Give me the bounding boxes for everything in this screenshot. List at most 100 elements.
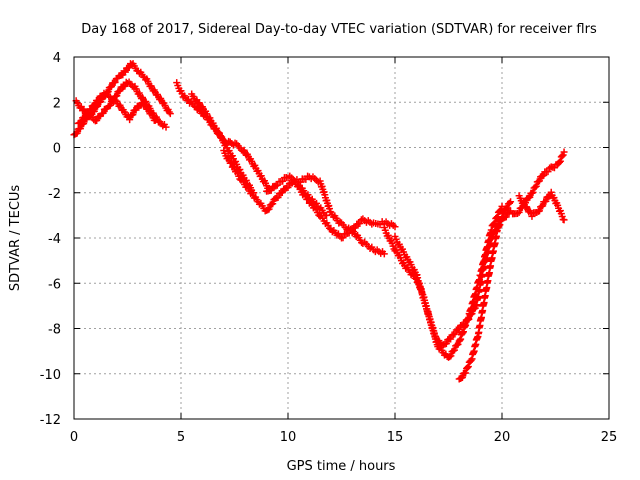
data-point [303, 195, 311, 203]
x-axis-label: GPS time / hours [287, 459, 396, 474]
y-tick-label: -6 [48, 277, 61, 292]
data-point [274, 194, 282, 202]
data-point [91, 101, 99, 109]
data-point [129, 111, 137, 119]
data-point [272, 182, 280, 190]
data-point [166, 110, 174, 118]
x-tick-label: 15 [387, 430, 404, 445]
data-point [535, 207, 543, 215]
data-point [116, 87, 124, 95]
data-point [555, 158, 563, 166]
data-point [269, 200, 277, 208]
x-tick-label: 10 [280, 430, 297, 445]
data-point [503, 204, 511, 212]
data-point [162, 123, 170, 131]
data-point [515, 208, 523, 216]
data-point [447, 352, 455, 360]
data-point [273, 181, 281, 189]
data-point [505, 199, 513, 207]
data-point [356, 219, 364, 227]
data-point [540, 171, 548, 179]
data-point [257, 172, 265, 180]
y-tick-label: 2 [53, 96, 61, 111]
data-point [107, 83, 115, 91]
data-point [494, 213, 502, 221]
data-point [464, 363, 472, 371]
y-tick-label: -10 [40, 368, 61, 383]
data-point [454, 340, 462, 348]
plot-area [70, 60, 568, 383]
data-point [165, 108, 173, 116]
data-point [99, 109, 107, 117]
data-point [93, 116, 101, 124]
data-point [442, 340, 450, 348]
y-tick-label: 4 [53, 51, 61, 66]
data-point [450, 346, 458, 354]
data-point [458, 374, 466, 382]
data-point [539, 202, 547, 210]
x-tick-label: 5 [177, 430, 185, 445]
data-point [132, 106, 140, 114]
data-point [151, 116, 159, 124]
data-point [95, 96, 103, 104]
data-point [73, 129, 81, 137]
data-point [339, 234, 347, 242]
data-point [391, 223, 399, 231]
y-axis-label: SDTVAR / TECUs [8, 185, 23, 292]
data-point [284, 183, 292, 191]
data-point [267, 186, 275, 194]
data-point [532, 182, 540, 190]
data-point [491, 219, 499, 227]
data-point [357, 216, 365, 224]
plot-frame [73, 56, 610, 420]
data-point [77, 118, 85, 126]
data-point [126, 116, 134, 124]
data-point [447, 335, 455, 343]
data-point [560, 216, 568, 224]
data-point [556, 157, 564, 165]
data-point [507, 198, 515, 206]
data-point [455, 326, 463, 333]
data-point [345, 229, 353, 237]
data-point [558, 152, 566, 160]
data-point [76, 125, 84, 133]
series-track-k [455, 198, 515, 383]
data-point [528, 189, 536, 197]
series-track-g [263, 172, 388, 258]
data-point [380, 250, 388, 258]
series-track-h [295, 183, 399, 242]
data-point [529, 188, 537, 196]
data-point [490, 220, 498, 228]
y-tick-label: -8 [48, 323, 61, 338]
data-point [542, 197, 550, 205]
data-point [111, 78, 119, 86]
data-point [90, 107, 98, 115]
data-point [526, 193, 534, 201]
data-point [212, 124, 220, 132]
series-track-a [70, 60, 174, 139]
data-point [87, 106, 95, 114]
data-point [502, 213, 510, 221]
series-track-m [515, 188, 568, 224]
x-tick-label: 25 [601, 430, 618, 445]
data-point [304, 195, 312, 203]
data-point [451, 330, 459, 338]
data-point [121, 68, 129, 76]
y-tick-label: 0 [53, 142, 61, 157]
series-track-i [380, 207, 515, 350]
data-point [528, 212, 536, 220]
data-point [446, 353, 454, 361]
x-tick-label: 20 [494, 430, 511, 445]
data-point [81, 113, 89, 121]
series-track-c [74, 89, 159, 127]
data-point [531, 183, 539, 191]
series-track-e [188, 90, 273, 192]
y-tick-label: -4 [48, 232, 61, 247]
series-track-l [509, 148, 568, 218]
series-track-f [220, 147, 331, 219]
data-point [544, 168, 552, 176]
data-point [463, 364, 471, 372]
data-point [453, 341, 461, 349]
data-point [462, 369, 470, 377]
